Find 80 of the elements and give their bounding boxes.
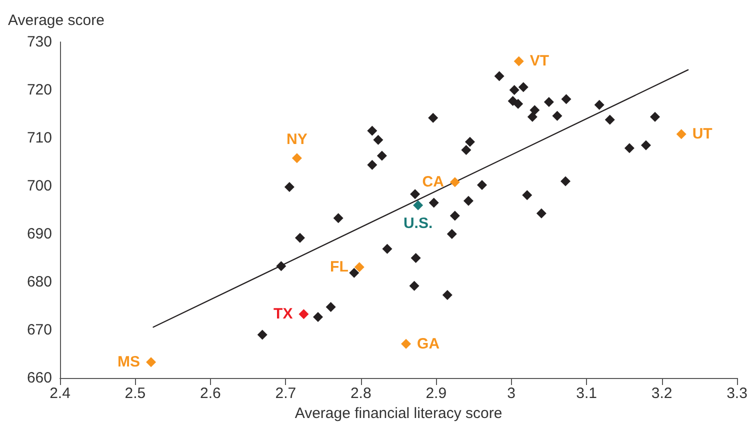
point (410, 189, 420, 200)
series-label: MS (118, 354, 140, 371)
x-tick-label: 2.8 (350, 385, 372, 402)
point (442, 290, 452, 300)
point (409, 280, 420, 291)
x-tick-label: 3 (507, 385, 516, 402)
point (494, 71, 504, 82)
series-label: U.S. (403, 215, 433, 232)
series-label: GA (417, 335, 440, 352)
y-axis-title: Average score (8, 12, 104, 29)
point (276, 261, 286, 272)
series-label: FL (330, 258, 348, 276)
series-label: VT (530, 52, 550, 70)
point (463, 196, 474, 206)
point (604, 114, 615, 125)
point (561, 94, 572, 104)
y-tick-label: 660 (26, 370, 52, 386)
point (257, 330, 268, 340)
point (640, 140, 651, 150)
point (527, 112, 538, 122)
point (146, 357, 156, 368)
y-tick-label: 700 (26, 178, 52, 194)
point (410, 253, 421, 263)
point (518, 82, 528, 92)
x-axis-title: Average financial literacy score (294, 405, 502, 422)
x-tick-label: 3.2 (651, 385, 672, 402)
point (292, 153, 302, 164)
x-tick-label: 3.1 (576, 385, 597, 402)
point (461, 145, 472, 155)
point (326, 302, 336, 312)
point (313, 312, 324, 322)
point (552, 110, 562, 121)
point (536, 208, 546, 218)
series-label: TX (274, 306, 293, 323)
point (349, 268, 360, 278)
point (367, 126, 378, 136)
point (367, 160, 378, 170)
point (624, 143, 634, 154)
y-tick-label: 730 (26, 34, 52, 50)
point (428, 198, 439, 208)
y-tick-label: 720 (26, 82, 52, 98)
point (284, 182, 294, 192)
x-tick-label: 2.6 (200, 385, 221, 402)
y-tick-label: 680 (26, 274, 52, 290)
point (401, 338, 412, 349)
x-tick-label: 2.7 (275, 385, 296, 402)
y-tick-label: 670 (26, 322, 52, 338)
x-tick-label: 2.5 (124, 385, 146, 402)
point (522, 190, 532, 200)
point (376, 150, 387, 161)
point (373, 134, 384, 145)
point (676, 129, 686, 140)
series-label: UT (692, 126, 712, 143)
point (650, 112, 660, 122)
point (594, 100, 604, 110)
point (333, 213, 344, 224)
y-tick-label: 710 (26, 130, 52, 146)
point (560, 176, 570, 186)
point (428, 112, 438, 123)
point (446, 229, 457, 239)
series-label: CA (422, 174, 444, 191)
point (354, 262, 364, 272)
point (464, 136, 475, 147)
point (294, 232, 305, 243)
point (413, 200, 424, 210)
point (544, 97, 554, 107)
point (530, 105, 540, 116)
point (450, 177, 460, 188)
point (514, 56, 524, 66)
point (509, 85, 520, 95)
x-tick-label: 2.9 (426, 385, 447, 402)
point (382, 244, 392, 254)
point (450, 210, 460, 221)
point (513, 98, 524, 109)
x-tick-label: 3.3 (726, 385, 748, 402)
x-tick-label: 2.4 (50, 385, 70, 402)
point (298, 309, 309, 320)
y-tick-label: 690 (26, 226, 52, 242)
point (476, 180, 487, 190)
series-label: NY (286, 131, 308, 148)
